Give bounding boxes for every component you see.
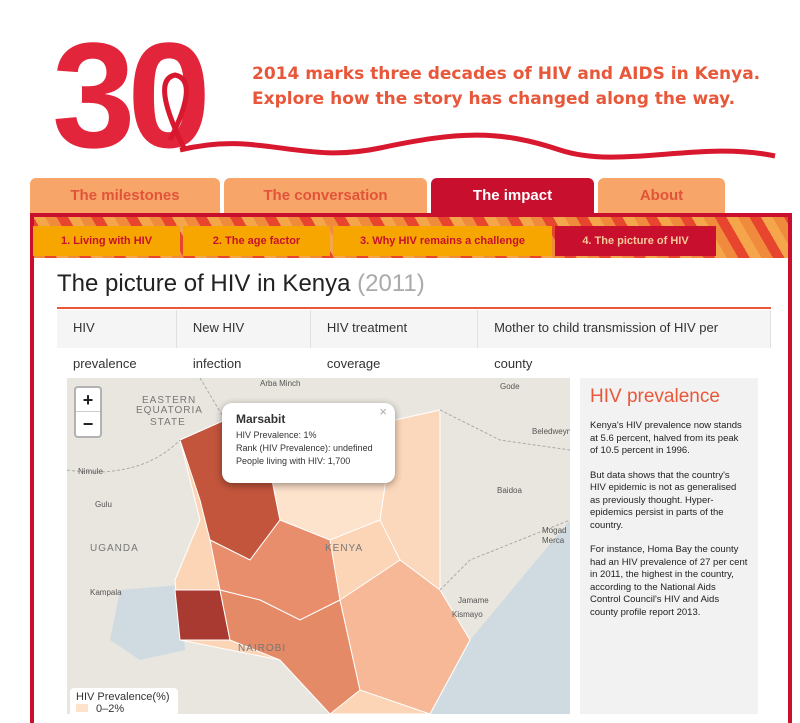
- map-label: Nimule: [78, 467, 103, 476]
- ribbon: [162, 72, 776, 160]
- map-tab[interactable]: HIV treatment coverage: [311, 310, 479, 371]
- map-label: KENYA: [325, 543, 363, 554]
- zoom-control: + −: [74, 386, 102, 438]
- map-tab[interactable]: Mother to child transmission of HIV per …: [478, 310, 771, 371]
- legend: HIV Prevalence(%) 0–2%: [70, 688, 178, 718]
- sidebar-paragraph: But data shows that the country's HIV ep…: [590, 469, 737, 531]
- legend-swatch: [76, 704, 88, 712]
- map-label: Jamame: [458, 596, 489, 605]
- tab[interactable]: The impact: [431, 178, 594, 214]
- map-label: Gode: [500, 382, 520, 391]
- subtab[interactable]: 3. Why HIV remains a challenge: [333, 226, 552, 256]
- sidebar-title: HIV prevalence: [590, 386, 720, 407]
- tab[interactable]: About: [598, 178, 725, 214]
- rule: [57, 307, 771, 309]
- sidebar-paragraph: Kenya's HIV prevalence now stands at 5.6…: [590, 420, 742, 456]
- map-label: Arba Minch: [260, 379, 300, 388]
- popup: × Marsabit HIV Prevalence: 1% Rank (HIV …: [222, 403, 395, 483]
- zoom-in[interactable]: +: [76, 388, 100, 412]
- subtab[interactable]: 2. The age factor: [183, 226, 330, 256]
- map-tab[interactable]: HIV prevalence: [57, 310, 177, 371]
- popup-close[interactable]: ×: [379, 404, 387, 419]
- sidebar: HIV prevalence Kenya's HIV prevalence no…: [580, 378, 758, 714]
- title-text: The picture of HIV in Kenya: [57, 270, 351, 297]
- map-label: STATE: [150, 417, 186, 428]
- map-label: Baidoa: [497, 486, 522, 495]
- tagline: Explore how the story has changed along …: [252, 89, 736, 109]
- map-tabs: HIV prevalence New HIV infection HIV treat…: [57, 310, 771, 371]
- map-label: Kismayo: [452, 610, 483, 619]
- map-label: NAIROBI: [238, 643, 286, 654]
- map-label: Merca: [542, 536, 565, 545]
- map-label: UGANDA: [90, 543, 139, 554]
- subtab[interactable]: 4. The picture of HIV: [555, 226, 716, 256]
- map-label: EQUATORIA: [136, 405, 203, 416]
- map-label: Beledweyne: [532, 427, 570, 436]
- legend-title: HIV Prevalence(%): [76, 691, 170, 703]
- map-tab[interactable]: New HIV infection: [177, 310, 311, 371]
- tab[interactable]: The conversation: [224, 178, 427, 214]
- popup-line: HIV Prevalence: 1%: [236, 430, 317, 440]
- zoom-out[interactable]: −: [82, 414, 94, 434]
- popup-line: Rank (HIV Prevalence): undefined: [236, 443, 373, 453]
- page-title: The picture of HIV in Kenya (2011): [57, 270, 425, 298]
- tab[interactable]: The milestones: [30, 178, 220, 214]
- map-label: Gulu: [95, 500, 112, 509]
- legend-item: 0–2%: [76, 703, 172, 715]
- subtab[interactable]: 1. Living with HIV: [33, 226, 180, 256]
- popup-line: People living with HIV: 1,700: [236, 456, 351, 466]
- map-label: Mogad: [542, 526, 566, 535]
- sidebar-paragraph: For instance, Homa Bay the county had an…: [590, 544, 748, 618]
- map-label: EASTERN: [142, 395, 196, 406]
- frame: [30, 213, 792, 723]
- title-year: (2011): [357, 270, 425, 297]
- popup-title: Marsabit: [236, 412, 286, 426]
- map-label: Kampala: [90, 588, 122, 597]
- legend-label: 0–2%: [96, 703, 125, 715]
- tagline: 2014 marks three decades of HIV and AIDS…: [252, 64, 761, 84]
